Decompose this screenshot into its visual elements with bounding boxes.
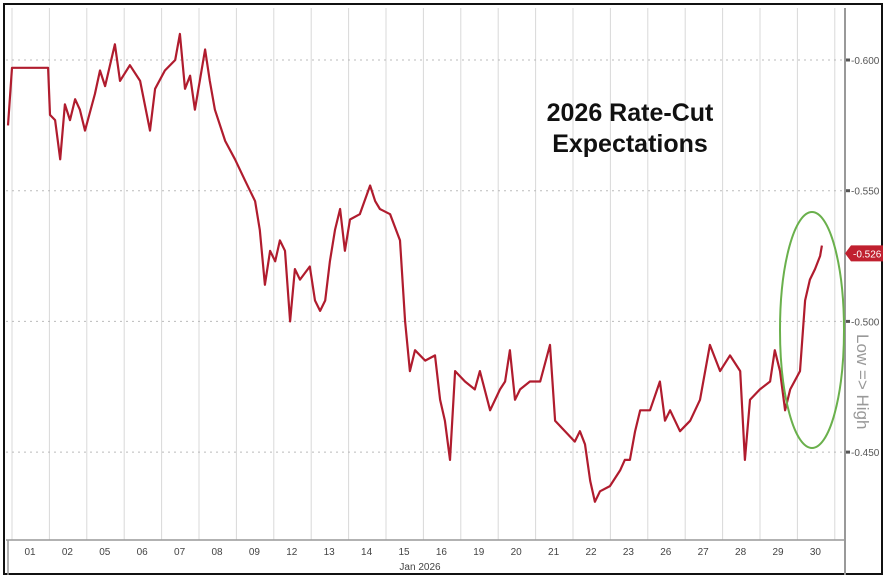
x-tick-label: 23 (623, 547, 635, 558)
x-tick-label: 02 (62, 547, 74, 558)
x-axis-label: Jan 2026 (399, 562, 441, 573)
y-tick (845, 189, 850, 193)
x-tick-label: 07 (174, 547, 186, 558)
y-tick (845, 58, 850, 62)
x-tick-label: 28 (735, 547, 747, 558)
x-tick-label: 26 (660, 547, 672, 558)
series-line (6, 32, 823, 503)
x-tick-label: 16 (436, 547, 448, 558)
x-tick-label: 22 (585, 547, 597, 558)
last-value-label: -0.526 (853, 249, 882, 260)
x-tick-label: 15 (398, 547, 410, 558)
x-tick-label: 30 (810, 547, 822, 558)
x-tick-label: 05 (99, 547, 111, 558)
x-tick-label: 21 (548, 547, 560, 558)
x-tick-label: 08 (211, 547, 223, 558)
x-tick-label: 27 (698, 547, 710, 558)
x-tick-label: 13 (324, 547, 336, 558)
y-axis-label: Low => High (853, 334, 872, 430)
chart-frame (3, 3, 883, 575)
x-tick-label: 09 (249, 547, 261, 558)
y-tick-label: -0.600 (851, 56, 880, 67)
y-tick-label: -0.550 (851, 187, 880, 198)
x-tick-label: 01 (24, 547, 36, 558)
x-tick-label: 20 (511, 547, 523, 558)
last-value-tag (845, 245, 883, 262)
chart-title: 2026 Rate-Cut Expectations (546, 99, 714, 158)
x-tick-label: 06 (137, 547, 149, 558)
x-tick-label: 12 (286, 547, 298, 558)
x-tick-label: 19 (473, 547, 485, 558)
y-tick-label: -0.450 (851, 448, 880, 459)
x-tick-label: 29 (772, 547, 784, 558)
y-tick-label: -0.500 (851, 317, 880, 328)
y-tick (845, 319, 850, 323)
y-tick (845, 450, 850, 454)
x-tick-label: 14 (361, 547, 373, 558)
highlight-ellipse (779, 211, 845, 449)
